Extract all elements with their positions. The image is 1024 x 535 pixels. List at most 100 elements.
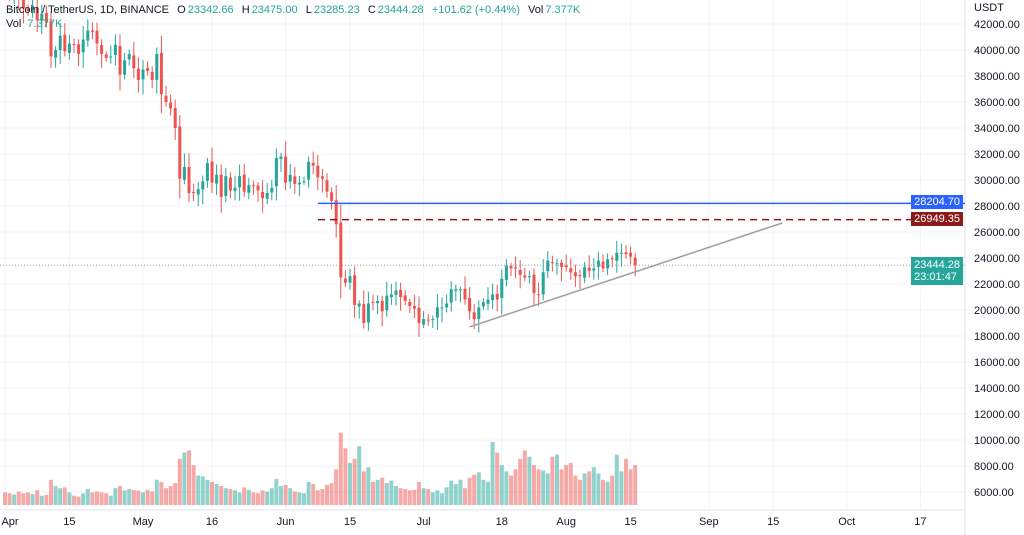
candle-body [330,192,334,201]
volume-bar [444,487,449,505]
candle-body [44,13,48,23]
volume-bar [463,488,467,505]
candle-body [504,265,508,280]
volume-bar [311,484,316,505]
volume-bar [39,495,44,505]
volume-bar [407,490,412,505]
volume-bar [223,488,228,505]
volume-bar [435,490,440,505]
volume-bar [233,490,237,505]
volume-bar [242,487,247,505]
candle-body [215,174,219,184]
candle-body [146,67,150,71]
price-tick-label: 24000.00 [974,253,1020,265]
price-tick-label: 40000.00 [974,45,1020,57]
volume-bar [44,494,49,505]
volume-bar [366,467,371,505]
candle-body [311,162,315,166]
volume-bar [58,488,63,505]
volume-bar [375,479,380,505]
volume-bar [246,489,251,505]
high-value: 23475.00 [251,4,298,16]
volume-bar [159,481,164,505]
candle-body [366,303,370,323]
candle-body [417,307,421,323]
symbol-title[interactable]: Bitcoin / TetherUS, 1D, BINANCE [6,4,170,16]
candle-body [472,312,476,320]
time-tick-label: 15 [767,516,779,528]
volume-bar [348,463,352,505]
volume-bar [62,487,67,505]
trend-line[interactable] [469,222,783,328]
volume-bar [256,493,260,505]
volume-bar [85,489,90,505]
candle-body [500,278,504,299]
vol-value: 7.377K [545,4,581,16]
candle-body [49,21,53,57]
volume-bar [283,484,288,505]
volume-bar [53,486,58,505]
volume-bar [633,465,638,505]
candle-body [169,102,173,109]
volume-bar [527,456,532,505]
candle-body [192,191,196,193]
candle-body [224,176,228,196]
volume-bar [334,469,339,505]
volume-bar [430,492,435,505]
candle-body [624,252,628,255]
volume-bar [357,446,362,505]
candle-body [509,265,513,269]
volume-bar [541,470,546,505]
time-tick-label: Oct [838,516,855,528]
time-tick-label: Sep [699,516,719,528]
candle-body [164,95,168,102]
volume-bar [154,479,159,505]
volume-bar [260,490,265,505]
price-tick-label: 34000.00 [974,123,1020,135]
volume-bar [619,471,624,505]
candle-body [463,288,467,300]
candle-body [486,299,490,304]
price-tick-label: 42000.00 [974,19,1020,31]
volume-bar [145,489,150,505]
volume-bar [573,475,578,505]
volume-bar [274,478,279,505]
volume-bar [237,492,242,505]
candle-body [72,44,76,46]
candle-body [541,272,545,295]
candle-body [118,45,122,75]
volume-bar [127,489,132,505]
candle-body [155,53,159,80]
volume-bar [343,448,348,505]
volume-bar [472,474,477,505]
volume-bar [624,458,628,505]
candle-body [104,54,108,58]
price-tick-label: 36000.00 [974,97,1020,109]
candle-body [127,53,131,60]
volume-bar [532,465,536,505]
high-label: H [241,4,250,16]
volume-bar [228,489,233,505]
candle-body [159,52,163,95]
volume-bar [453,484,458,505]
volume-bar [394,486,398,505]
volume-bar [164,488,168,505]
volume-bar [168,486,173,505]
candle-body [546,260,550,272]
candle-body [555,263,559,265]
candle-body [233,187,237,191]
candle-body [21,0,25,9]
dashed-level-price-label: 26949.35 [911,211,963,226]
candle-body [219,174,223,197]
candle-body [150,71,154,80]
candle-body [95,30,99,44]
candle-body [58,35,62,50]
volume-study-value: 7.377K [27,18,63,30]
volume-bar [568,463,573,505]
volume-bar [499,465,504,505]
candle-body [481,302,485,307]
volume-study-legend[interactable]: Vol 7.377K [6,18,62,30]
low-label: L [305,4,312,16]
volume-bar [76,496,81,505]
